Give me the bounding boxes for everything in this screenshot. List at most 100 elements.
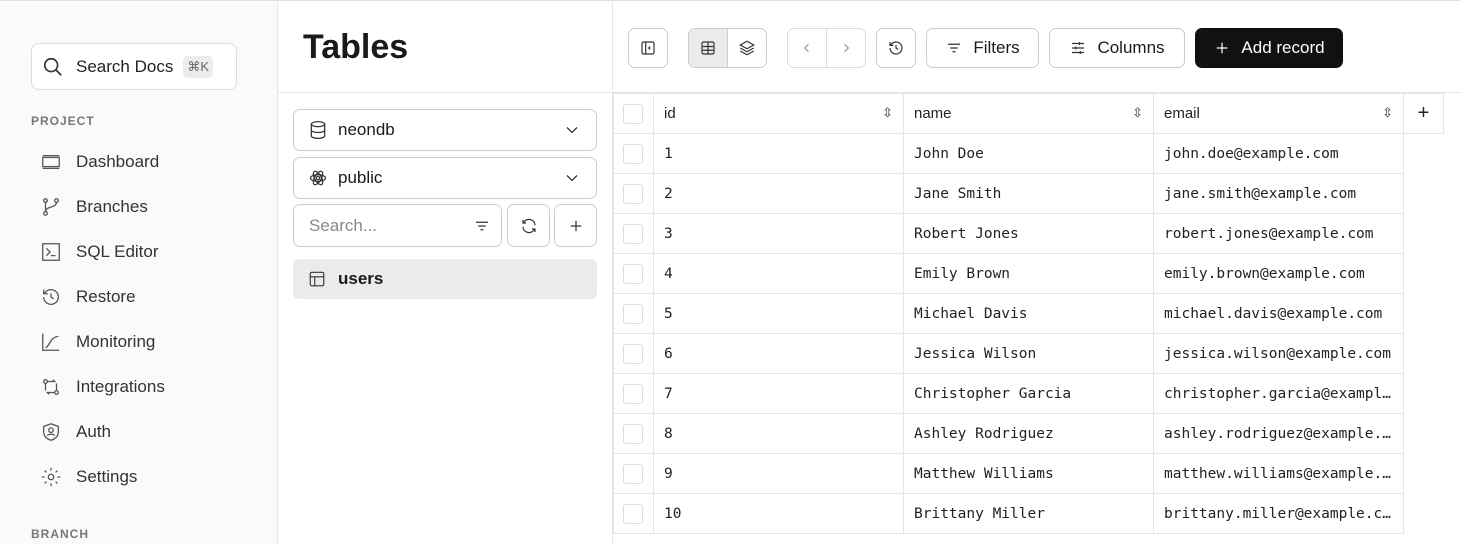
sort-icon[interactable]: ⇳	[1382, 105, 1393, 120]
column-header-name[interactable]: name ⇳	[903, 93, 1154, 134]
row-checkbox[interactable]	[623, 383, 643, 404]
table-row[interactable]: 10 Brittany Miller brittany.miller@example…	[613, 493, 1444, 534]
cell-id[interactable]: 6	[653, 333, 904, 374]
sidebar-item-monitoring[interactable]: Monitoring	[40, 331, 155, 353]
cell-email[interactable]: jane.smith@example.com	[1153, 173, 1404, 214]
columns-button[interactable]: Columns	[1049, 28, 1185, 68]
table-row[interactable]: 5 Michael Davis michael.davis@example.com	[613, 293, 1444, 334]
row-checkbox[interactable]	[623, 303, 643, 324]
table-row[interactable]: 8 Ashley Rodriguez ashley.rodriguez@exampl…	[613, 413, 1444, 454]
cell-email[interactable]: emily.brown@example.com	[1153, 253, 1404, 294]
cell-id[interactable]: 2	[653, 173, 904, 214]
cell-email[interactable]: brittany.miller@example.com	[1153, 493, 1404, 534]
table-row[interactable]: 4 Emily Brown emily.brown@example.com	[613, 253, 1444, 294]
database-value: neondb	[338, 120, 395, 139]
cell-email[interactable]: michael.davis@example.com	[1153, 293, 1404, 334]
cell-email[interactable]: ashley.rodriguez@example.com	[1153, 413, 1404, 454]
row-select-cell	[613, 213, 654, 254]
sidebar-item-auth[interactable]: Auth	[40, 421, 111, 443]
cell-name[interactable]: Michael Davis	[903, 293, 1154, 334]
sidebar-item-label: Auth	[76, 422, 111, 441]
next-page-button[interactable]	[827, 39, 866, 57]
sidebar-item-integrations[interactable]: Integrations	[40, 376, 165, 398]
row-select-cell	[613, 173, 654, 214]
table-item-users[interactable]: users	[293, 259, 597, 299]
cell-id[interactable]: 3	[653, 213, 904, 254]
sort-icon[interactable]: ⇳	[882, 105, 893, 120]
sort-icon[interactable]: ⇳	[1132, 105, 1143, 120]
sidebar-item-dashboard[interactable]: Dashboard	[40, 151, 159, 173]
toggle-sidebar-button[interactable]	[628, 28, 668, 68]
database-select[interactable]: neondb	[293, 109, 597, 151]
cell-name[interactable]: Emily Brown	[903, 253, 1154, 294]
row-checkbox[interactable]	[623, 143, 643, 164]
select-all-checkbox[interactable]	[623, 103, 643, 124]
pagination	[787, 28, 866, 68]
add-column-button[interactable]: +	[1403, 93, 1444, 134]
search-docs-button[interactable]: Search Docs ⌘K	[31, 43, 237, 90]
sidebar-item-branches[interactable]: Branches	[40, 196, 148, 218]
columns-label: Columns	[1097, 38, 1165, 57]
cell-name[interactable]: Ashley Rodriguez	[903, 413, 1154, 454]
cell-email[interactable]: robert.jones@example.com	[1153, 213, 1404, 254]
row-checkbox[interactable]	[623, 343, 643, 364]
restore-icon	[43, 289, 59, 305]
row-checkbox[interactable]	[623, 423, 643, 444]
cell-id[interactable]: 4	[653, 253, 904, 294]
cell-name[interactable]: Robert Jones	[903, 213, 1154, 254]
grid-view-button[interactable]	[689, 29, 728, 67]
cell-name[interactable]: Jessica Wilson	[903, 333, 1154, 374]
cell-name[interactable]: Christopher Garcia	[903, 373, 1154, 414]
column-header-email[interactable]: email ⇳	[1153, 93, 1404, 134]
table-search-input[interactable]: Search...	[293, 204, 502, 247]
row-checkbox[interactable]	[623, 463, 643, 484]
refresh-icon	[521, 218, 536, 233]
row-checkbox[interactable]	[623, 183, 643, 204]
cell-name[interactable]: Jane Smith	[903, 173, 1154, 214]
add-record-button[interactable]: Add record	[1195, 28, 1343, 68]
add-table-button[interactable]	[554, 204, 597, 247]
sidebar-item-sql-editor[interactable]: SQL Editor	[40, 241, 159, 263]
chevron-right-icon	[843, 43, 849, 53]
schema-select[interactable]: public	[293, 157, 597, 199]
cell-id[interactable]: 10	[653, 493, 904, 534]
table-row[interactable]: 9 Matthew Williams matthew.williams@exampl…	[613, 453, 1444, 494]
table-row[interactable]: 7 Christopher Garcia christopher.garcia@ex…	[613, 373, 1444, 414]
integrations-icon	[43, 379, 59, 395]
table-row[interactable]: 3 Robert Jones robert.jones@example.com	[613, 213, 1444, 254]
row-checkbox[interactable]	[623, 263, 643, 284]
row-checkbox[interactable]	[623, 223, 643, 244]
refresh-button[interactable]	[507, 204, 550, 247]
row-select-cell	[613, 493, 654, 534]
cell-id[interactable]: 9	[653, 453, 904, 494]
cell-email[interactable]: john.doe@example.com	[1153, 133, 1404, 174]
cell-name[interactable]: John Doe	[903, 133, 1154, 174]
table-row[interactable]: 2 Jane Smith jane.smith@example.com	[613, 173, 1444, 214]
section-branch: BRANCH	[31, 527, 89, 541]
cell-id[interactable]: 5	[653, 293, 904, 334]
sql-editor-icon	[42, 243, 60, 261]
table-row[interactable]: 1 John Doe john.doe@example.com	[613, 133, 1444, 174]
history-button[interactable]	[876, 28, 916, 68]
sidebar-item-restore[interactable]: Restore	[40, 286, 136, 308]
monitoring-icon	[42, 333, 60, 351]
prev-page-button[interactable]	[788, 29, 827, 67]
cell-email[interactable]: jessica.wilson@example.com	[1153, 333, 1404, 374]
table-row[interactable]: 6 Jessica Wilson jessica.wilson@example.co…	[613, 333, 1444, 374]
filter-icon[interactable]	[473, 217, 491, 235]
cell-email[interactable]: christopher.garcia@example.com	[1153, 373, 1404, 414]
column-header-id[interactable]: id ⇳	[653, 93, 904, 134]
cell-id[interactable]: 1	[653, 133, 904, 174]
row-checkbox[interactable]	[623, 503, 643, 524]
cell-id[interactable]: 8	[653, 413, 904, 454]
cell-name[interactable]: Matthew Williams	[903, 453, 1154, 494]
table-icon	[309, 271, 325, 287]
row-select-cell	[613, 373, 654, 414]
layers-view-button[interactable]	[728, 39, 767, 57]
cell-id[interactable]: 7	[653, 373, 904, 414]
filters-button[interactable]: Filters	[926, 28, 1039, 68]
cell-name[interactable]: Brittany Miller	[903, 493, 1154, 534]
sidebar-item-settings[interactable]: Settings	[40, 466, 137, 488]
cell-email[interactable]: matthew.williams@example.com	[1153, 453, 1404, 494]
view-toggle	[688, 28, 767, 68]
